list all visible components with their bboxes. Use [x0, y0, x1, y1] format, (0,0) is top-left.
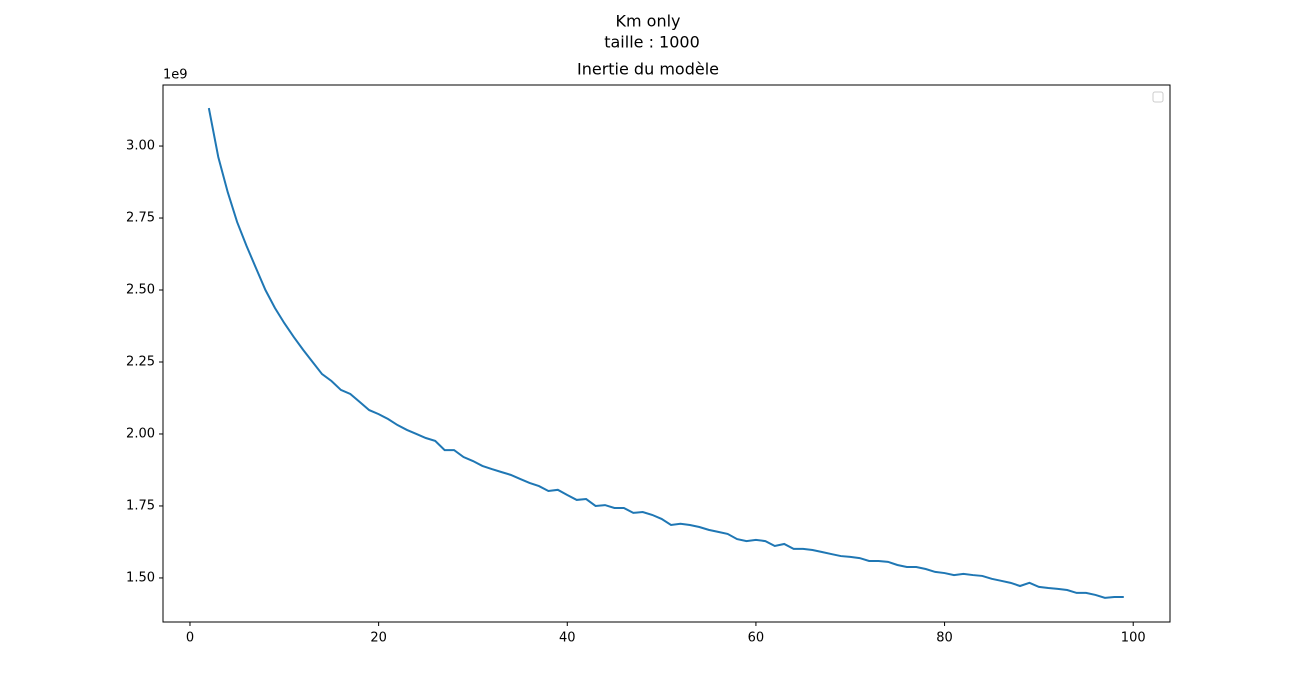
plot-frame: [162, 84, 1171, 623]
x-tick-label: 100: [1121, 631, 1146, 646]
chart-title: Inertie du modèle: [577, 60, 719, 79]
x-tick-label: 60: [748, 631, 765, 646]
x-tick-label: 0: [186, 631, 194, 646]
x-tick-label: 20: [370, 631, 387, 646]
suptitle: Km only: [615, 12, 680, 31]
y-tick-label: 1.50: [126, 570, 155, 585]
y-tick-label: 1.75: [126, 498, 155, 513]
y-tick-label: 2.50: [126, 283, 155, 298]
suptitle: taille : 1000: [604, 33, 700, 52]
x-tick-label: 80: [936, 631, 953, 646]
line: [207, 107, 1124, 599]
y-tick-label: 2.75: [126, 211, 155, 226]
legend: [1152, 91, 1164, 103]
y-tick-label: 2.25: [126, 354, 155, 369]
x-tick-label: 40: [559, 631, 576, 646]
y-tick-label: 3.00: [126, 139, 155, 154]
y-tick-label: 2.00: [126, 426, 155, 441]
y-offset-label: 1e9: [163, 68, 188, 83]
